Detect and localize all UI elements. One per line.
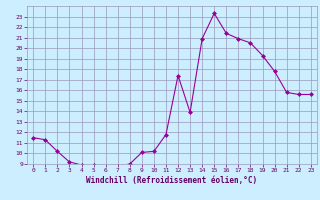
X-axis label: Windchill (Refroidissement éolien,°C): Windchill (Refroidissement éolien,°C)	[86, 176, 258, 185]
